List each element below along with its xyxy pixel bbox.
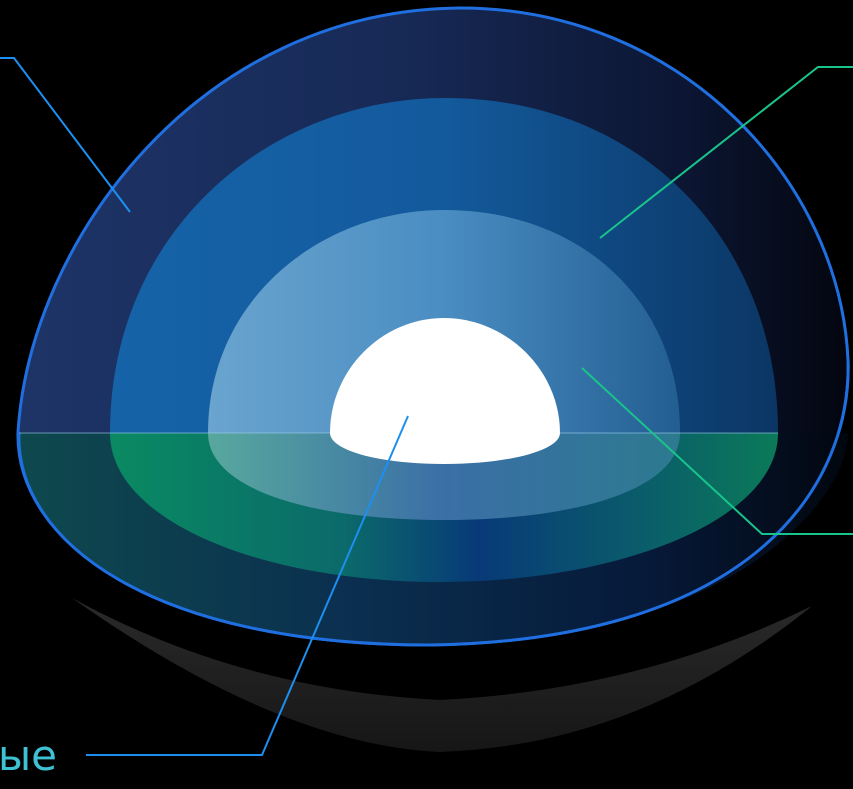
- callout-line-inner-layer: [581, 367, 853, 535]
- callout-line-middle-layer: [599, 66, 853, 239]
- outer-layer-lower-rim: [17, 359, 850, 647]
- inner-layer-lower-band: [208, 433, 680, 520]
- callout-label-core: ые: [0, 731, 57, 780]
- core: [330, 318, 560, 464]
- callout-line-core: [86, 415, 409, 756]
- bowl-shadow: [72, 598, 812, 752]
- callout-line-outer-layer: [0, 57, 131, 213]
